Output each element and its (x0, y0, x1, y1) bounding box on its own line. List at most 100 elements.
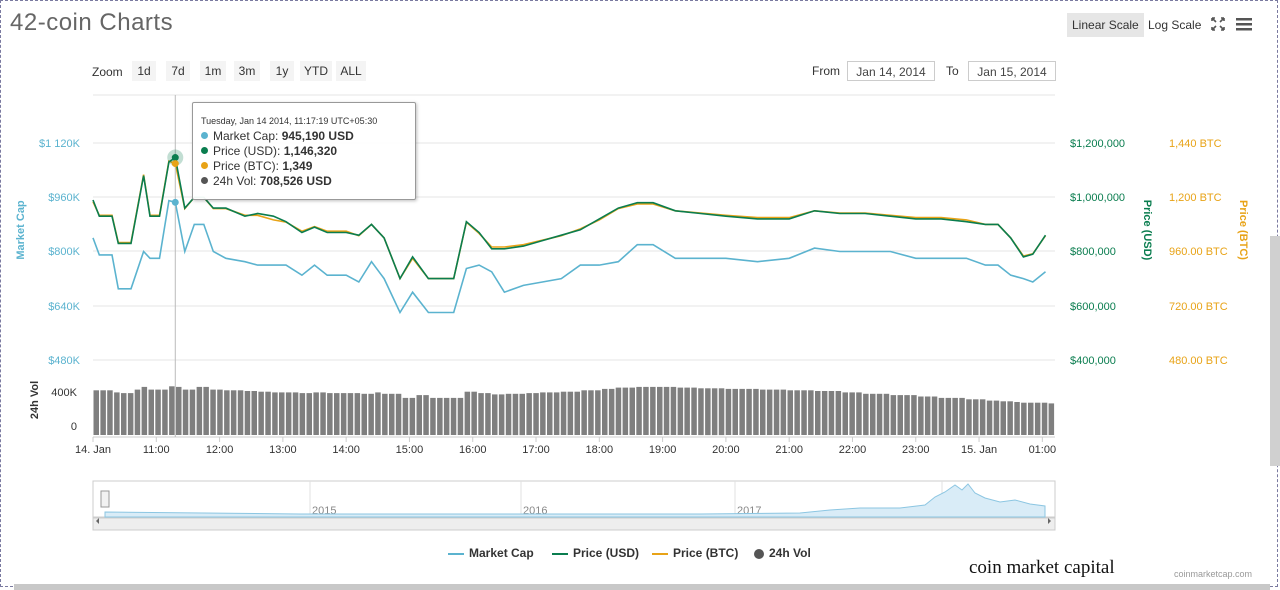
volume-tick-label: 400K (51, 387, 77, 399)
legend-market-cap[interactable]: Market Cap (448, 545, 534, 561)
x-tick-label: 14. Jan (75, 444, 111, 456)
volume-bar (107, 390, 113, 435)
linear-scale-button[interactable]: Linear Scale (1067, 13, 1144, 37)
price-usd-axis-title: Price (USD) (1141, 200, 1153, 261)
x-tick-label: 20:00 (712, 444, 740, 456)
volume-bar (608, 388, 615, 435)
x-tick-label: 01:00 (1029, 444, 1057, 456)
volume-bar (911, 395, 917, 435)
volume-bar (842, 392, 848, 435)
volume-bar (815, 391, 821, 435)
line-swatch-icon (448, 552, 464, 555)
volume-bar (258, 391, 264, 435)
volume-bar (602, 388, 608, 435)
hover-point-usd (171, 154, 179, 162)
volume-bar (354, 393, 361, 435)
chart-title: 42-coin Charts (10, 9, 174, 36)
zoom-all-button[interactable]: ALL (336, 61, 366, 81)
price-usd-tick-label: $400,000 (1070, 355, 1116, 367)
expand-arrows-icon[interactable] (1209, 15, 1227, 33)
from-date-input[interactable]: Jan 14, 2014 (847, 61, 935, 81)
volume-bar (114, 392, 120, 435)
volume-bar (1000, 401, 1006, 435)
volume-bar (155, 389, 161, 435)
volume-bar (766, 389, 773, 435)
navigator-scrollbar (92, 517, 1056, 531)
price-usd-tick-label: $1,200,000 (1070, 138, 1125, 150)
volume-bar (622, 387, 629, 435)
volume-bar (918, 396, 924, 435)
volume-bar (1028, 402, 1034, 435)
volume-bar (849, 392, 855, 435)
volume-bar (292, 392, 299, 435)
volume-bar (588, 390, 594, 435)
tooltip-market-cap: Market Cap: 945,190 USD (201, 129, 407, 144)
hamburger-menu-icon[interactable] (1235, 15, 1253, 33)
navigator[interactable]: 2015201620172018 (92, 480, 1056, 531)
to-date-input[interactable]: Jan 15, 2014 (968, 61, 1056, 81)
volume-bar (203, 386, 209, 435)
volume-bar (251, 391, 257, 435)
volume-bar (478, 393, 484, 435)
price-usd-tick-label: $1,000,000 (1070, 192, 1125, 204)
volume-bar (505, 393, 512, 436)
volume-bar (196, 386, 203, 435)
credits-link[interactable]: coinmarketcap.com (1174, 569, 1253, 579)
volume-bar (863, 393, 869, 436)
vertical-scrollbar[interactable] (1270, 236, 1280, 466)
zoom-1m-button[interactable]: 1m (200, 61, 226, 81)
volume-bar (443, 397, 450, 435)
tooltip-vol: 24h Vol: 708,526 USD (201, 174, 407, 189)
volume-bar (636, 386, 642, 435)
legend-price-usd[interactable]: Price (USD) (552, 545, 639, 561)
volume-bar (340, 393, 347, 435)
navigator-handle (100, 490, 110, 508)
volume-bar (299, 393, 306, 435)
volume-bar (821, 391, 828, 435)
volume-bar (553, 392, 560, 435)
zoom-ytd-button[interactable]: YTD (300, 61, 332, 81)
chart-legend: Market Cap Price (USD) Price (BTC) 24h V… (0, 545, 1280, 561)
volume-bar (657, 386, 663, 435)
zoom-7d-button[interactable]: 7d (166, 61, 190, 81)
log-scale-button[interactable]: Log Scale (1148, 18, 1202, 32)
horizontal-scrollbar[interactable] (14, 584, 1270, 590)
volume-bar (498, 394, 505, 435)
volume-tick-label: 0 (71, 421, 77, 433)
volume-bar (615, 387, 622, 435)
volume-bar (389, 393, 395, 436)
x-tick-label: 15. Jan (961, 444, 997, 456)
volume-bar (897, 395, 903, 435)
zoom-3m-button[interactable]: 3m (234, 61, 260, 81)
volume-bar (230, 390, 237, 435)
x-tick-label: 22:00 (839, 444, 867, 456)
volume-bar (430, 397, 436, 435)
volume-bar (870, 393, 876, 436)
zoom-1y-button[interactable]: 1y (270, 61, 294, 81)
volume-bar (224, 390, 230, 435)
volume-bar (327, 393, 333, 435)
volume-bar (787, 390, 793, 435)
circle-swatch-icon (754, 548, 764, 559)
volume-bar (1048, 403, 1055, 435)
zoom-1d-button[interactable]: 1d (132, 61, 156, 81)
volume-bar (760, 389, 766, 435)
volume-bar (1034, 402, 1041, 435)
x-tick-label: 14:00 (332, 444, 360, 456)
volume-bar (210, 389, 216, 435)
hover-point-market-cap (171, 198, 179, 206)
legend-price-btc[interactable]: Price (BTC) (652, 545, 738, 561)
volume-bar (979, 399, 986, 436)
volume-bar (176, 386, 182, 435)
volume-bar (828, 391, 835, 435)
tooltip-date: Tuesday, Jan 14 2014, 11:17:19 UTC+05:30 (201, 116, 378, 126)
legend-24h-vol[interactable]: 24h Vol (754, 545, 811, 561)
volume-bar (739, 388, 745, 435)
volume-bar (1041, 402, 1048, 435)
x-tick-label: 18:00 (586, 444, 614, 456)
volume-bar (347, 393, 354, 435)
market-cap-dot-icon (201, 132, 208, 139)
watermark-text: coin market capital (969, 557, 1115, 578)
volume-bar (876, 393, 883, 436)
